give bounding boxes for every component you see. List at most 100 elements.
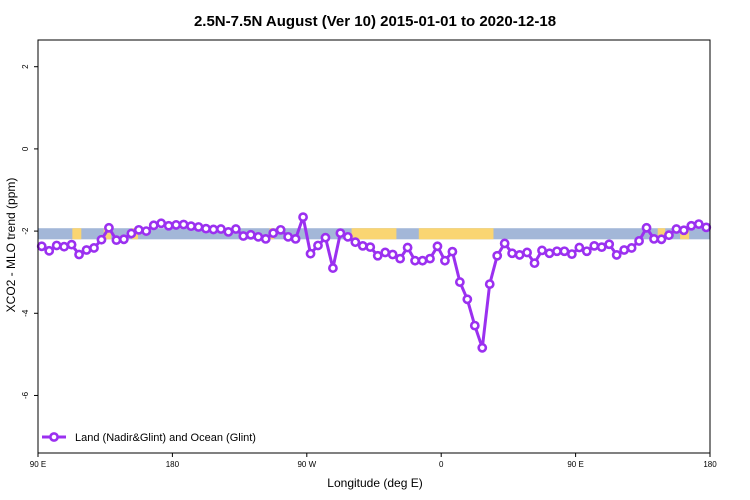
data-point (417, 255, 428, 266)
data-point (283, 231, 294, 242)
data-point (141, 226, 152, 236)
data-point (253, 231, 264, 242)
data-point (104, 222, 114, 233)
x-tick-label: 90 W (297, 460, 316, 469)
data-point (275, 224, 286, 235)
data-point (425, 253, 435, 264)
data-point (484, 279, 495, 290)
data-point (552, 246, 562, 257)
y-tick-label: -4 (21, 309, 30, 317)
legend-entry-label: Land (Nadir&Glint) and Ocean (Glint) (75, 432, 256, 444)
data-point (178, 219, 189, 230)
data-point (81, 245, 92, 255)
data-point (447, 246, 458, 257)
data-point (335, 228, 346, 239)
data-point (574, 242, 585, 253)
y-tick-label: 0 (21, 146, 30, 151)
data-point (432, 241, 443, 252)
data-point (537, 245, 547, 256)
data-point (89, 243, 99, 253)
data-point (693, 219, 704, 230)
data-point (641, 222, 652, 233)
data-point (410, 255, 420, 266)
data-point (544, 248, 555, 259)
data-point (626, 243, 637, 253)
data-point (581, 246, 592, 257)
data-point (372, 250, 383, 261)
data-point (118, 234, 129, 245)
data-point (678, 225, 689, 236)
axes: 90 E 180 90 W 0 90 E 180 2 0 -2 -4 -6 (21, 64, 717, 469)
data-point (671, 224, 682, 234)
data-point (499, 238, 510, 249)
data-series (36, 212, 712, 353)
data-point (328, 263, 338, 273)
data-point (66, 239, 77, 250)
data-point (649, 233, 659, 244)
data-point (454, 277, 465, 287)
land-segment (418, 228, 494, 240)
data-point (268, 228, 279, 239)
data-point (148, 220, 159, 231)
plot-frame (37, 39, 711, 454)
data-point (193, 222, 204, 232)
data-point (133, 224, 144, 235)
data-point (395, 253, 406, 264)
data-point (74, 249, 84, 260)
data-point (216, 224, 226, 234)
land-segment (657, 228, 666, 240)
data-point (440, 255, 450, 266)
data-point (566, 249, 577, 260)
x-tick-label: 90 E (567, 460, 583, 469)
land-segment (103, 228, 112, 240)
data-point (305, 248, 316, 259)
data-point (365, 242, 376, 253)
y-tick-label: 2 (21, 64, 30, 69)
data-point (342, 231, 353, 242)
x-tick-label: 0 (439, 460, 444, 469)
data-point (701, 222, 712, 233)
data-point (96, 234, 107, 245)
data-point (59, 241, 70, 252)
data-point (320, 232, 331, 243)
data-point (111, 235, 122, 246)
data-point (559, 246, 570, 257)
data-point (156, 218, 167, 229)
legend-marker-swatch (49, 432, 59, 442)
data-point (656, 234, 667, 245)
x-tick-label: 180 (703, 460, 717, 469)
data-point (163, 220, 174, 231)
data-point (387, 249, 398, 260)
data-point (469, 320, 480, 331)
data-point (462, 294, 473, 305)
data-point (529, 258, 540, 269)
data-point (357, 240, 368, 251)
y-tick-label: -2 (21, 227, 30, 235)
data-point (604, 239, 615, 250)
data-point (589, 240, 600, 251)
x-axis-label: Longitude (deg E) (327, 476, 422, 490)
data-point (507, 248, 518, 259)
chart-title: 2.5N-7.5N August (Ver 10) 2015-01-01 to … (194, 13, 556, 30)
data-point (126, 228, 137, 239)
data-point (298, 212, 308, 223)
data-point (522, 247, 532, 258)
x-tick-label: 180 (166, 460, 180, 469)
data-point (201, 223, 211, 234)
data-point (313, 240, 323, 251)
data-point (260, 233, 271, 244)
data-point (245, 229, 256, 240)
data-point (402, 242, 413, 253)
data-point (238, 231, 249, 241)
land-segment (351, 228, 397, 240)
data-point (44, 245, 55, 256)
y-axis-label: XCO2 - MLO trend (ppm) (4, 178, 18, 313)
data-point (350, 237, 361, 248)
data-point (36, 241, 47, 252)
x-tick-label: 90 E (30, 460, 46, 469)
data-point (51, 240, 62, 251)
y-tick-label: -6 (21, 391, 30, 399)
legend: Land (Nadir&Glint) and Ocean (Glint) (42, 432, 256, 444)
data-point (477, 342, 488, 353)
